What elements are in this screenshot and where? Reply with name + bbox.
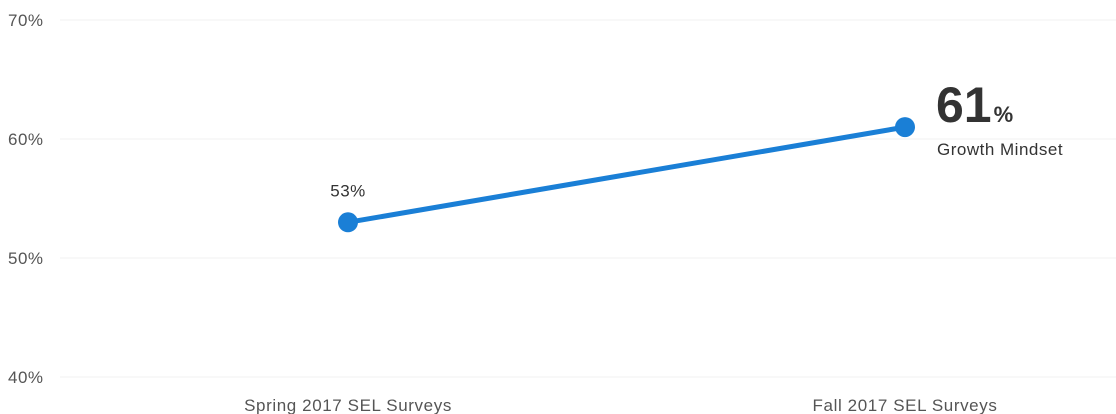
series-growth-mindset [338, 117, 915, 233]
y-tick-label-60: 60% [8, 130, 44, 149]
data-point-1 [895, 117, 915, 138]
data-label-0: 53% [330, 181, 366, 200]
y-tick-label-50: 50% [8, 249, 44, 268]
y-axis-ticks: 70% 60% 50% 40% [8, 11, 44, 387]
x-category-label-0: Spring 2017 SEL Surveys [244, 396, 452, 414]
data-labels: 53% [330, 181, 366, 200]
highlight-callout: 61 % Growth Mindset [936, 77, 1063, 159]
series-line-0 [345, 124, 908, 225]
y-tick-label-70: 70% [8, 11, 44, 30]
data-point-0 [338, 212, 358, 233]
highlight-unit: % [994, 102, 1014, 127]
y-tick-label-40: 40% [8, 368, 44, 387]
highlight-caption: Growth Mindset [937, 140, 1063, 159]
grid-lines [60, 19, 1116, 378]
x-axis-categories: Spring 2017 SEL Surveys Fall 2017 SEL Sur… [244, 396, 997, 414]
highlight-value: 61 [936, 77, 992, 133]
x-category-label-1: Fall 2017 SEL Surveys [813, 396, 998, 414]
